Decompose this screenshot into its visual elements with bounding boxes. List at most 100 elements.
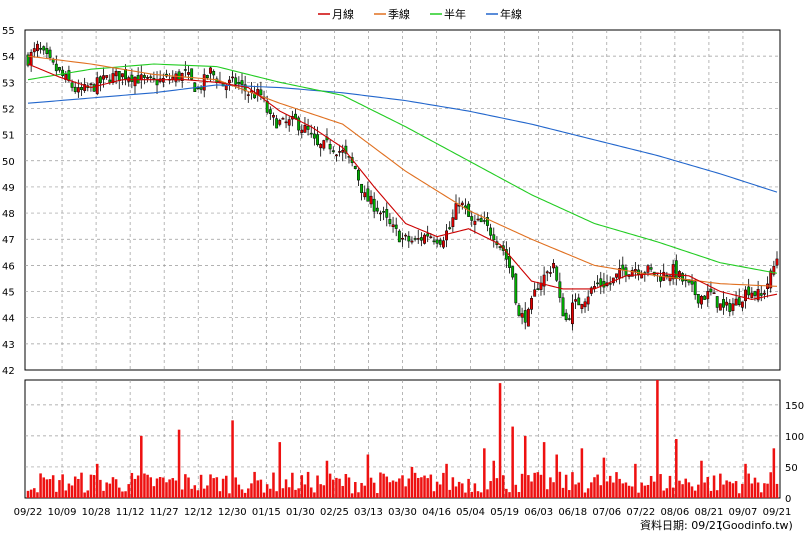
volume-bar [158, 477, 162, 498]
volume-bar [454, 486, 458, 498]
volume-bar [149, 477, 152, 498]
candle [693, 278, 697, 300]
candle [218, 71, 222, 84]
volume-bar [124, 491, 127, 498]
volume-bar [577, 482, 580, 498]
candle [700, 294, 703, 309]
volume-bar [489, 481, 492, 498]
volume-bars [26, 380, 779, 498]
candle [391, 216, 395, 233]
volume-bar [341, 485, 344, 498]
volume-bar [363, 485, 366, 498]
candle [29, 49, 33, 72]
volume-bar [316, 475, 319, 498]
volume-bar [322, 485, 326, 498]
volume-bar [328, 473, 332, 498]
candle [435, 236, 439, 248]
volume-bar [187, 477, 190, 498]
volume-bar [536, 472, 540, 498]
volume-bar [728, 481, 732, 498]
x-tick-label: 04/16 [422, 507, 451, 518]
candle [665, 271, 669, 280]
candle [290, 110, 294, 127]
volume-bar [347, 477, 351, 498]
volume-bar [80, 472, 83, 498]
volume-bar [646, 484, 650, 498]
ma-line-monthly [27, 63, 778, 300]
price-tick-label: 52 [2, 104, 15, 115]
volume-bar [681, 484, 684, 498]
volume-bar [234, 477, 237, 498]
x-tick-label: 02/25 [320, 507, 349, 518]
volume-bar [511, 426, 514, 498]
candle [655, 272, 659, 282]
price-tick-label: 45 [2, 288, 15, 299]
volume-bar [209, 474, 212, 498]
candle [574, 293, 578, 310]
candle [486, 212, 489, 232]
candle [454, 194, 458, 220]
volume-bar [470, 491, 473, 498]
volume-bar [259, 479, 263, 498]
candle [737, 288, 741, 307]
volume-bar [121, 491, 124, 498]
candle [338, 144, 341, 157]
volume-bar [369, 477, 373, 498]
volume-bar [67, 483, 71, 498]
candle [552, 259, 555, 274]
volume-bar [634, 463, 637, 498]
volume-bar [508, 492, 511, 498]
volume-bar [202, 488, 206, 498]
volume-bar [89, 474, 93, 498]
volume-bar [731, 483, 735, 498]
volume-bar [168, 479, 171, 498]
candle [328, 139, 332, 155]
volume-bar [530, 481, 533, 498]
volume-bar [741, 483, 744, 498]
volume-bar [413, 472, 417, 498]
legend-label: 半年 [444, 7, 466, 21]
volume-bar [712, 475, 716, 498]
volume-bar [231, 420, 234, 498]
candle [621, 256, 625, 279]
candle [240, 72, 244, 94]
candle [363, 185, 367, 200]
volume-bar [114, 479, 118, 498]
candle [61, 66, 65, 78]
x-tick-label: 07/06 [592, 507, 621, 518]
candle [227, 75, 231, 91]
candle [423, 233, 426, 245]
price-tick-label: 47 [2, 235, 15, 246]
volume-bar [678, 480, 681, 498]
volume-tick-label: 50 [785, 463, 798, 474]
candle [152, 71, 156, 83]
candle [246, 91, 250, 103]
candle [674, 254, 678, 286]
x-axis: 09/22 10/09 10/28 11/12 11/27 12/12 12/30 01/15… [14, 507, 792, 518]
volume-bar [439, 484, 442, 498]
volume-bar [294, 489, 297, 498]
volume-bar [206, 485, 209, 498]
candle [766, 276, 769, 298]
candle [530, 295, 533, 315]
volume-bar [193, 485, 197, 498]
candle [731, 297, 735, 316]
candle [593, 280, 596, 293]
volume-bar [675, 439, 678, 498]
price-tick-label: 48 [2, 209, 15, 220]
volume-bar [118, 487, 121, 498]
volume-bar [297, 488, 300, 498]
volume-bar [61, 474, 64, 498]
volume-bar [756, 482, 760, 498]
volume-bar [514, 484, 518, 498]
volume-bar [108, 483, 112, 498]
volume-bar [262, 492, 266, 498]
candle [36, 40, 39, 58]
volume-bar [225, 475, 228, 498]
volume-bar [199, 474, 203, 498]
volume-bar [45, 479, 49, 498]
candle [467, 201, 471, 217]
price-tick-label: 49 [2, 183, 15, 194]
volume-bar [671, 487, 675, 498]
